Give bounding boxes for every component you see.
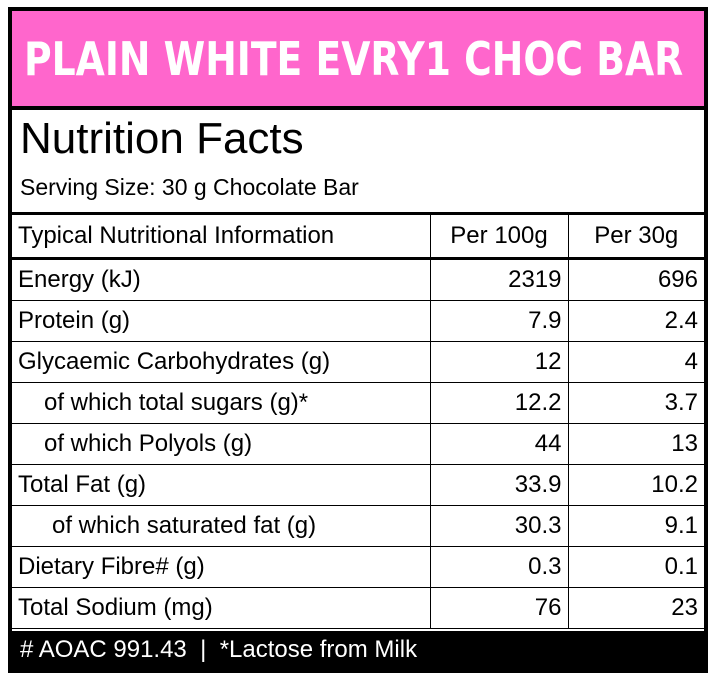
product-banner: PLAIN WHITE EVRY1 CHOC BAR [12,11,704,110]
row-per100: 76 [429,587,569,629]
row-label: Energy (kJ) [12,258,431,301]
row-per100: 12.2 [429,382,569,424]
row-label: Total Fat (g) [12,464,431,506]
serving-size: Serving Size: 30 g Chocolate Bar [20,174,359,200]
footnote-text: # AOAC 991.43 | *Lactose from Milk [20,636,418,663]
row-label: Dietary Fibre# (g) [12,546,431,588]
facts-header: Nutrition Facts Serving Size: 30 g Choco… [12,110,704,215]
table-row: Total Sodium (mg) 76 23 [12,587,704,629]
row-per100: 33.9 [429,464,569,506]
row-label: Total Sodium (mg) [12,587,431,629]
table-row: Total Fat (g) 33.9 10.2 [12,464,704,506]
product-title: PLAIN WHITE EVRY1 CHOC BAR [24,31,684,86]
table-row: Glycaemic Carbohydrates (g) 12 4 [12,341,704,383]
table-header-row: Typical Nutritional Information Per 100g… [12,215,704,260]
table-row: Protein (g) 7.9 2.4 [12,300,704,342]
row-per30: 3.7 [567,382,704,424]
table-row: of which total sugars (g)* 12.2 3.7 [12,382,704,424]
row-label: of which Polyols (g) [12,423,431,465]
facts-title: Nutrition Facts [20,114,304,163]
row-per100: 0.3 [429,546,569,588]
footnote-bar: # AOAC 991.43 | *Lactose from Milk [12,631,704,669]
row-per30: 4 [567,341,704,383]
table-row: of which Polyols (g) 44 13 [12,423,704,465]
row-per100: 30.3 [429,505,569,547]
table-row: of which saturated fat (g) 30.3 9.1 [12,505,704,547]
row-per30: 23 [567,587,704,629]
row-per100: 2319 [429,258,569,301]
row-per100: 7.9 [429,300,569,342]
row-label: of which saturated fat (g) [12,505,431,547]
row-per30: 10.2 [567,464,704,506]
row-label: Protein (g) [12,300,431,342]
nutrition-table: Typical Nutritional Information Per 100g… [12,215,704,629]
nutrition-label: PLAIN WHITE EVRY1 CHOC BAR Nutrition Fac… [8,7,708,673]
table-row: Energy (kJ) 2319 696 [12,258,704,301]
table-row: Dietary Fibre# (g) 0.3 0.1 [12,546,704,588]
row-per30: 9.1 [567,505,704,547]
header-info: Typical Nutritional Information [12,215,431,260]
row-label: of which total sugars (g)* [12,382,431,424]
header-per30: Per 30g [567,215,704,260]
row-label: Glycaemic Carbohydrates (g) [12,341,431,383]
row-per30: 2.4 [567,300,704,342]
row-per30: 0.1 [567,546,704,588]
row-per100: 44 [429,423,569,465]
row-per30: 696 [567,258,704,301]
row-per30: 13 [567,423,704,465]
header-per100: Per 100g [429,215,569,260]
row-per100: 12 [429,341,569,383]
